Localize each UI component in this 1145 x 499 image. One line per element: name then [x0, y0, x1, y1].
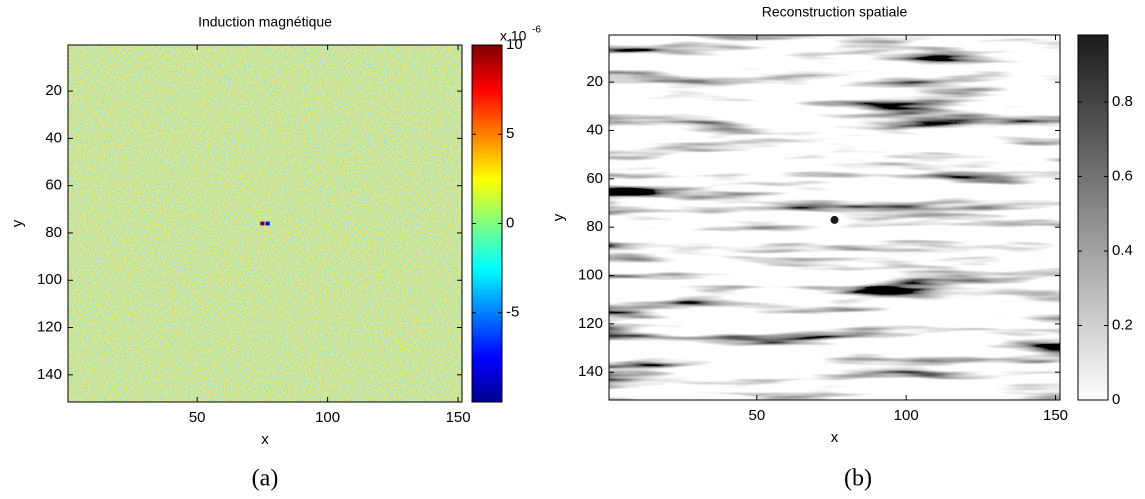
colorbar-multiplier: x 10 [500, 28, 527, 44]
colorbar-tick-label: 0.2 [1112, 316, 1133, 333]
x-tick-label: 50 [749, 407, 766, 424]
x-axis-label: x [261, 431, 269, 448]
colorbar-tick-label: 10 [506, 36, 523, 53]
plot-frame [608, 34, 1061, 401]
y-tick-label: 80 [586, 218, 603, 235]
panel-caption: (b) [844, 466, 872, 492]
heatmap-cell [830, 215, 839, 224]
heatmap-cell [265, 221, 270, 226]
x-axis-label: x [831, 429, 839, 446]
chart-title: Reconstruction spatiale [762, 4, 908, 20]
colorbar-tick-label: 0 [506, 214, 514, 231]
colorbar-tick-label: 0 [1112, 391, 1120, 408]
panel-caption: (a) [252, 466, 279, 492]
colorbar [471, 44, 503, 403]
heatmap-field [68, 45, 462, 402]
y-tick-label: 20 [586, 73, 603, 90]
y-tick-label: 140 [578, 363, 603, 380]
colorbar-tick-label: 0.4 [1112, 242, 1133, 259]
x-tick-label: 100 [315, 409, 340, 426]
x-tick-label: 150 [1043, 407, 1068, 424]
y-tick-label: 100 [37, 271, 62, 288]
y-tick-label: 60 [45, 177, 62, 194]
y-tick-label: 60 [586, 170, 603, 187]
colorbar [1077, 34, 1109, 401]
x-tick-label: 150 [446, 409, 471, 426]
plot-frame [67, 44, 463, 403]
colorbar-exponent: -6 [532, 25, 541, 36]
y-axis-label: y [550, 213, 567, 221]
y-tick-label: 40 [586, 121, 603, 138]
colorbar-tick-label: 0.6 [1112, 167, 1133, 184]
colorbar-tick-label: 0.8 [1112, 93, 1133, 110]
y-tick-label: 100 [578, 266, 603, 283]
chart-title: Induction magnétique [198, 14, 332, 30]
y-tick-label: 120 [37, 318, 62, 335]
heatmap-cell [260, 221, 265, 226]
y-tick-label: 20 [45, 82, 62, 99]
y-tick-label: 140 [37, 366, 62, 383]
y-tick-label: 40 [45, 129, 62, 146]
colorbar-tick-label: 5 [506, 125, 514, 142]
y-axis-label: y [9, 219, 26, 227]
x-tick-label: 100 [894, 407, 919, 424]
x-tick-label: 50 [189, 409, 206, 426]
colorbar-tick-label: -5 [506, 304, 519, 321]
y-tick-label: 80 [45, 224, 62, 241]
y-tick-label: 120 [578, 315, 603, 332]
